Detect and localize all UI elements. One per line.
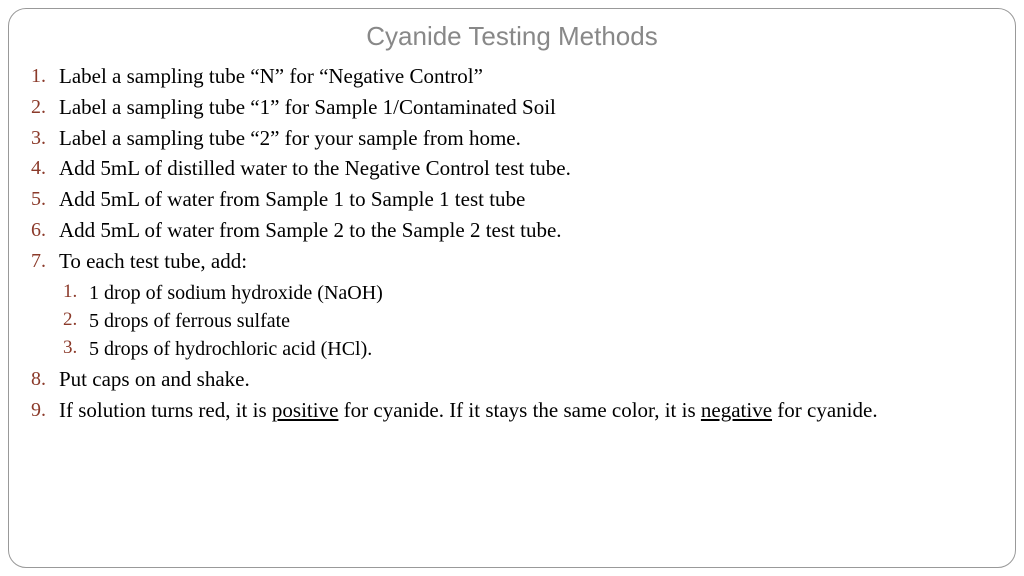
step-text: Add 5mL of distilled water to the Negati… (59, 156, 571, 180)
step-text: Add 5mL of water from Sample 1 to Sample… (59, 187, 525, 211)
slide-frame: Cyanide Testing Methods Label a sampling… (8, 8, 1016, 568)
substep-item: 5 drops of ferrous sulfate (89, 307, 993, 335)
substep-item: 1 drop of sodium hydroxide (NaOH) (89, 279, 993, 307)
step-item: Add 5mL of distilled water to the Negati… (59, 154, 993, 184)
step-text: Label a sampling tube “2” for your sampl… (59, 126, 521, 150)
step-text: for cyanide. (772, 398, 878, 422)
step-item: Add 5mL of water from Sample 2 to the Sa… (59, 216, 993, 246)
steps-list: Label a sampling tube “N” for “Negative … (31, 62, 993, 425)
step-item: Label a sampling tube “N” for “Negative … (59, 62, 993, 92)
underlined-word: negative (701, 398, 772, 422)
step-text: for cyanide. If it stays the same color,… (338, 398, 700, 422)
step-text: Put caps on and shake. (59, 367, 250, 391)
step-item: If solution turns red, it is positive fo… (59, 396, 993, 426)
substep-item: 5 drops of hydrochloric acid (HCl). (89, 335, 993, 363)
step-text: Label a sampling tube “N” for “Negative … (59, 64, 483, 88)
substeps-list: 1 drop of sodium hydroxide (NaOH)5 drops… (59, 279, 993, 364)
step-text: To each test tube, add: (59, 249, 247, 273)
underlined-word: positive (272, 398, 339, 422)
step-text: If solution turns red, it is (59, 398, 272, 422)
slide-title: Cyanide Testing Methods (31, 21, 993, 52)
step-text: Add 5mL of water from Sample 2 to the Sa… (59, 218, 562, 242)
step-item: Label a sampling tube “2” for your sampl… (59, 124, 993, 154)
step-item: Label a sampling tube “1” for Sample 1/C… (59, 93, 993, 123)
step-text: Label a sampling tube “1” for Sample 1/C… (59, 95, 556, 119)
step-item: Put caps on and shake. (59, 365, 993, 395)
step-item: Add 5mL of water from Sample 1 to Sample… (59, 185, 993, 215)
step-item: To each test tube, add: 1 drop of sodium … (59, 247, 993, 364)
